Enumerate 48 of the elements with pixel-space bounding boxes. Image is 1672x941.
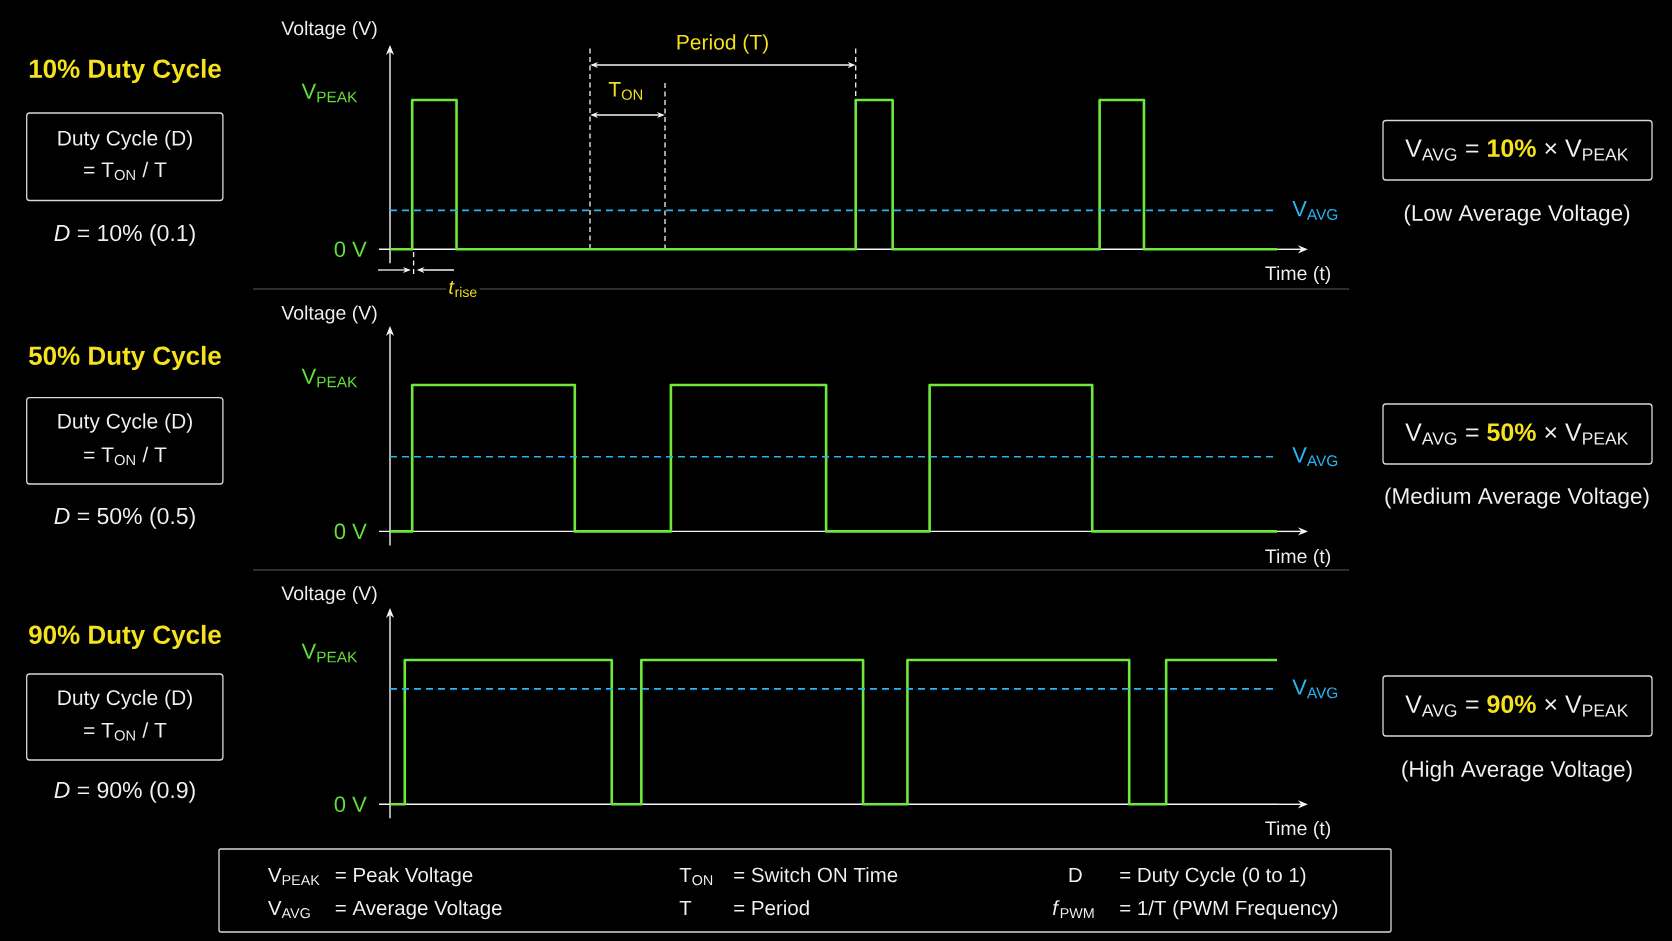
text: (Low Average Voltage) <box>1404 204 1630 226</box>
text: = Average Voltage <box>335 900 502 920</box>
text: = Peak Voltage <box>335 867 473 887</box>
y-axis-title: Voltage (V) <box>281 305 377 324</box>
text: (High Average Voltage) <box>1402 760 1632 782</box>
text: Duty Cycle (D) <box>58 689 192 710</box>
text: D = 10% (0.1) <box>54 224 195 246</box>
ref-line-label: V$_{AVG}$ <box>1292 447 1338 467</box>
ref-line-label: V$_{AVG}$ <box>1292 679 1338 699</box>
text: = 1/T (PWM Frequency) <box>1120 900 1338 920</box>
text: V$_{PEAK}$ <box>301 643 358 663</box>
text: 0 V <box>334 241 367 258</box>
y-axis-title: Voltage (V) <box>281 20 377 40</box>
text: 0 V <box>334 523 367 540</box>
text: = T$_{ON}$ / T <box>84 446 167 466</box>
text: V$_{AVG}$ = 50% × V$_{PEAK}$ <box>1405 423 1629 445</box>
text: Duty Cycle (D) <box>58 413 192 433</box>
text: T$_{ON}$ <box>608 82 643 100</box>
text: 90% Duty Cycle <box>29 624 221 650</box>
x-axis-title: Time (t) <box>1265 820 1331 840</box>
text: V$_{PEAK}$ <box>301 83 358 103</box>
text: V$_{AVG}$ = 10% × V$_{PEAK}$ <box>1405 139 1629 161</box>
text: Period (T) <box>677 34 768 54</box>
text: V$_{AVG}$ = 90% × V$_{PEAK}$ <box>1405 695 1629 717</box>
text: D = 50% (0.5) <box>54 507 195 529</box>
text: f$_{PWM}$ <box>1052 900 1094 919</box>
text: = Duty Cycle (0 to 1) <box>1120 867 1306 887</box>
text: t$_{rise}$ <box>449 280 477 298</box>
text: = Switch ON Time <box>734 867 898 883</box>
text: = Period <box>734 900 809 916</box>
text: 50% Duty Cycle <box>28 345 221 371</box>
text: T$_{ON}$ <box>679 867 713 886</box>
y-axis-title: Voltage (V) <box>281 585 377 605</box>
text: V$_{PEAK}$ <box>301 368 358 388</box>
text: D = 90% (0.9) <box>54 781 195 803</box>
x-axis-title: Time (t) <box>1265 548 1331 568</box>
text: (Medium Average Voltage) <box>1385 487 1649 509</box>
ref-line-label: V$_{AVG}$ <box>1292 201 1338 220</box>
text: Duty Cycle (D) <box>58 130 192 150</box>
text: V$_{PEAK}$ <box>268 867 320 886</box>
text: V$_{AVG}$ <box>268 900 310 919</box>
text: T <box>679 900 692 915</box>
text: 0 V <box>334 796 367 813</box>
text: = T$_{ON}$ / T <box>84 722 167 741</box>
x-axis-title: Time (t) <box>1265 265 1331 285</box>
text: = T$_{ON}$ / T <box>84 161 167 181</box>
text: 10% Duty Cycle <box>29 58 221 84</box>
text: D <box>1069 867 1082 882</box>
